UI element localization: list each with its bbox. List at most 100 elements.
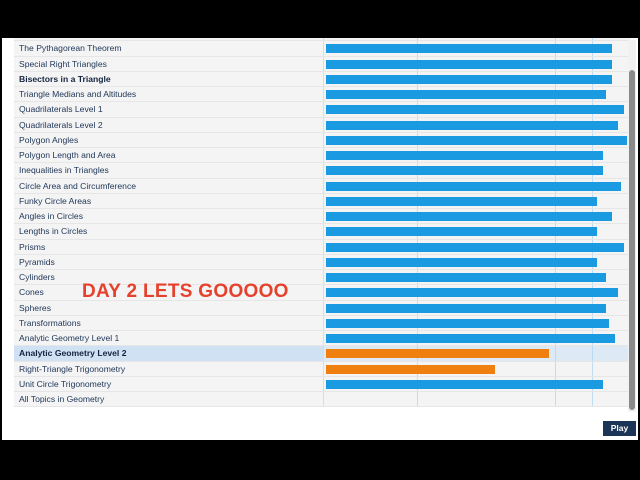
progress-bar [326,90,606,99]
topic-row[interactable]: Cones [14,285,631,301]
topic-row[interactable]: Spheres [14,300,631,316]
progress-track [323,71,631,86]
topic-label[interactable]: Triangle Medians and Altitudes [19,89,137,99]
overlay-caption: DAY 2 LETS GOOOOO [82,281,289,302]
progress-track [323,346,631,361]
topic-label[interactable]: Special Right Triangles [19,58,107,69]
topic-label[interactable]: Analytic Geometry Level 1 [19,333,120,343]
topic-row[interactable]: Bisectors in a Triangle [14,71,631,87]
topic-label[interactable]: Polygon Length and Area [19,150,116,160]
topic-row[interactable]: Special Right Triangles [14,56,631,72]
topic-label[interactable]: Funky Circle Areas [19,195,92,206]
topic-label[interactable]: Unit Circle Trigonometry [19,378,112,389]
progress-bar [326,242,624,252]
progress-track [323,193,631,208]
progress-bar [326,288,618,298]
progress-bar [326,379,603,389]
progress-track [323,224,631,239]
topic-row[interactable]: Lengths in Circles [14,224,631,240]
progress-bar [326,257,597,267]
topic-row[interactable]: Analytic Geometry Level 2 [14,346,631,362]
progress-bar [326,151,603,160]
progress-bar [326,74,612,84]
progress-bar [326,120,618,130]
gridline [592,361,593,376]
gridline [417,38,418,41]
topic-row[interactable]: Angles in Circles [14,209,631,225]
gridline [555,392,556,407]
play-button[interactable]: Play [603,421,636,436]
topic-row[interactable]: Quadrilaterals Level 2 [14,117,631,133]
topic-label[interactable]: Quadrilaterals Level 2 [19,119,103,130]
progress-track [323,102,631,117]
progress-bar [326,166,603,176]
progress-bar [326,135,627,145]
progress-bar [326,59,612,69]
topic-row[interactable]: The Pythagorean Theorem [14,41,631,57]
progress-bar [326,349,549,359]
progress-bar [326,105,624,115]
gridline [555,38,556,41]
topic-row[interactable]: Transformations [14,315,631,331]
gridline [592,346,593,361]
progress-bar [326,44,612,54]
progress-track [323,270,631,285]
topic-row[interactable]: Similar Triangles [14,38,631,42]
gridline [592,392,593,407]
topic-label[interactable]: Prisms [19,241,46,252]
topic-row[interactable]: Cylinders [14,270,631,286]
topic-label[interactable]: Analytic Geometry Level 2 [19,348,127,359]
progress-bar [326,227,597,237]
topic-list: Similar TrianglesThe Pythagorean Theorem… [14,38,631,408]
progress-bar [326,318,609,328]
topic-window: Similar TrianglesThe Pythagorean Theorem… [2,38,638,440]
topic-row[interactable]: Funky Circle Areas [14,193,631,209]
topic-label[interactable]: All Topics in Geometry [19,394,105,404]
topic-row[interactable]: Pyramids [14,254,631,270]
topic-label[interactable]: Angles in Circles [19,211,83,221]
progress-track [323,87,631,102]
topic-row[interactable]: Analytic Geometry Level 1 [14,331,631,347]
progress-bar [326,212,612,221]
topic-label[interactable]: Inequalities in Triangles [19,165,109,176]
topic-label[interactable]: Polygon Angles [19,134,79,145]
topic-label[interactable]: Bisectors in a Triangle [19,73,111,84]
topic-row[interactable]: Unit Circle Trigonometry [14,376,631,392]
topic-row[interactable]: Right-Triangle Trigonometry [14,361,631,377]
topic-row[interactable]: Prisms [14,239,631,255]
topic-row[interactable]: Circle Area and Circumference [14,178,631,194]
scrollbar-thumb[interactable] [629,70,635,410]
topic-label[interactable]: Cones [19,287,44,298]
topic-label[interactable]: Spheres [19,302,52,313]
progress-bar [326,196,597,206]
progress-bar [326,334,615,343]
topic-label[interactable]: Pyramids [19,256,55,267]
progress-track [323,300,631,315]
progress-bar [326,364,495,374]
progress-track [323,41,631,56]
topic-row[interactable]: All Topics in Geometry [14,392,631,408]
topic-label[interactable]: Right-Triangle Trigonometry [19,363,126,374]
topic-row[interactable]: Polygon Length and Area [14,148,631,164]
topic-row[interactable]: Inequalities in Triangles [14,163,631,179]
topic-row[interactable]: Polygon Angles [14,132,631,148]
topic-row[interactable]: Triangle Medians and Altitudes [14,87,631,103]
topic-label[interactable]: Quadrilaterals Level 1 [19,104,103,115]
topic-label[interactable]: Cylinders [19,272,55,282]
topic-label[interactable]: Circle Area and Circumference [19,180,137,191]
topic-label[interactable]: Transformations [19,317,81,328]
progress-bar [326,181,621,191]
topic-label[interactable]: The Pythagorean Theorem [19,43,122,54]
progress-track [323,254,631,269]
progress-track [323,376,631,391]
progress-track [323,209,631,224]
progress-track [323,132,631,147]
progress-track [323,392,631,407]
progress-track [323,239,631,254]
topic-label[interactable]: Lengths in Circles [19,226,88,237]
scrollbar[interactable] [628,40,636,412]
topic-row[interactable]: Quadrilaterals Level 1 [14,102,631,118]
progress-bar [326,273,606,282]
progress-track [323,38,631,41]
gridline [555,361,556,376]
